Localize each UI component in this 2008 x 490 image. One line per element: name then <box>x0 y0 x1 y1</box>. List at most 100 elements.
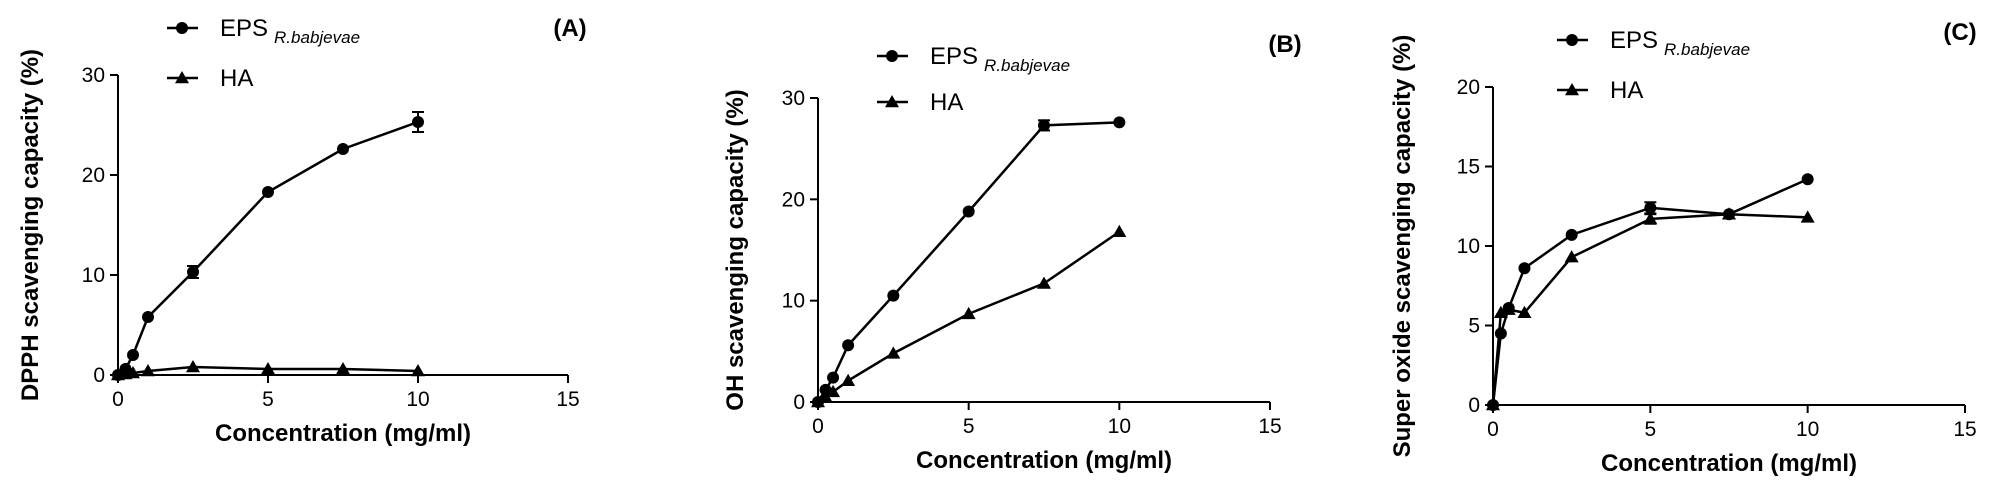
data-point <box>841 373 856 386</box>
legend-subscript: R.babjevae <box>274 28 360 47</box>
y-tick-label: 30 <box>782 87 805 110</box>
data-point <box>1565 228 1578 241</box>
data-point <box>126 366 140 379</box>
y-tick-label: 20 <box>1457 76 1480 99</box>
data-point <box>826 384 841 398</box>
y-tick-label: 10 <box>82 264 105 287</box>
data-point <box>1501 302 1516 315</box>
chart-panel-3: 0 5 10 15 0 5 10 15 20 Concentration (mg/ml) Super… <box>1389 19 1977 477</box>
data-point <box>127 349 139 361</box>
series-eps <box>1487 173 1814 411</box>
data-point <box>887 289 900 302</box>
legend-subscript: R.babjevae <box>984 56 1070 75</box>
y-tick-label: 20 <box>782 188 805 211</box>
x-tick-label: 10 <box>1108 415 1131 438</box>
data-point <box>1644 201 1657 214</box>
y-tick-label: 10 <box>1457 235 1480 258</box>
legend-marker <box>176 22 188 34</box>
x-tick-label: 0 <box>112 388 124 411</box>
legend-label: HA <box>220 65 253 92</box>
data-point <box>818 389 833 403</box>
x-tick-label: 15 <box>556 388 579 411</box>
x-axis-title: Concentration (mg/ml) <box>916 447 1172 474</box>
legend-subscript: R.babjevae <box>1664 40 1750 59</box>
legend-marker <box>1566 34 1578 46</box>
x-tick-label: 15 <box>1953 418 1976 441</box>
data-point <box>337 143 349 155</box>
panel-label: (A) <box>553 15 586 42</box>
legend-label: EPS R.babjevae <box>1610 27 1750 59</box>
series-ha <box>111 360 425 381</box>
data-point <box>1722 207 1736 220</box>
data-point <box>412 116 424 128</box>
data-point <box>886 346 901 359</box>
legend-marker <box>885 95 899 108</box>
y-tick-label: 5 <box>1468 315 1480 338</box>
y-tick-label: 20 <box>82 164 105 187</box>
y-axis-title: DPPH scavenging capacity (%) <box>17 49 44 401</box>
y-tick-label: 15 <box>1457 156 1480 179</box>
data-point <box>411 364 425 377</box>
panel-label: (C) <box>1943 19 1976 46</box>
data-point <box>336 362 350 375</box>
series-line <box>1491 212 1808 406</box>
data-point <box>1643 211 1658 225</box>
panel-label: (B) <box>1268 31 1301 58</box>
x-tick-label: 5 <box>963 415 975 438</box>
x-tick-label: 0 <box>1487 418 1499 441</box>
series-ha <box>811 224 1127 408</box>
legend-label: HA <box>930 89 963 116</box>
x-tick-label: 10 <box>406 388 429 411</box>
data-point <box>961 306 976 320</box>
data-point <box>1801 173 1814 186</box>
legend-label: HA <box>1610 77 1643 104</box>
y-axis-title: OH scavenging capacity (%) <box>722 89 749 410</box>
legend-label: EPS R.babjevae <box>220 15 360 47</box>
y-tick-label: 0 <box>1468 394 1480 417</box>
data-point <box>811 395 825 408</box>
series-line <box>117 120 419 376</box>
x-tick-label: 5 <box>1644 418 1656 441</box>
data-point <box>187 266 199 278</box>
data-point <box>261 362 275 375</box>
series-eps <box>112 111 424 381</box>
legend-marker <box>886 50 898 62</box>
data-point <box>1800 210 1815 223</box>
x-tick-label: 0 <box>812 415 824 438</box>
series-ha <box>1486 207 1815 411</box>
data-point <box>842 339 855 352</box>
x-axis-title: Concentration (mg/ml) <box>1601 450 1857 477</box>
data-point <box>962 205 975 218</box>
y-tick-label: 30 <box>82 64 105 87</box>
data-point <box>1112 224 1127 238</box>
data-point <box>141 364 155 377</box>
y-tick-label: 10 <box>782 290 805 313</box>
data-point <box>1517 305 1532 319</box>
legend-marker <box>1565 83 1579 96</box>
chart-panel-2: 0 5 10 15 0 10 20 30 Concentration (mg/ml) OH sca… <box>722 31 1302 474</box>
data-point <box>142 311 154 323</box>
x-tick-label: 10 <box>1796 418 1819 441</box>
x-tick-label: 15 <box>1258 415 1281 438</box>
data-point <box>1038 119 1050 132</box>
legend-marker <box>175 71 189 84</box>
data-point <box>827 371 840 384</box>
data-point <box>186 360 200 373</box>
data-point <box>262 186 274 198</box>
y-tick-label: 0 <box>93 364 105 387</box>
x-axis-title: Concentration (mg/ml) <box>215 420 471 447</box>
x-tick-label: 5 <box>262 388 274 411</box>
y-axis-title: Super oxide scavenging capacity (%) <box>1389 35 1416 458</box>
data-point <box>1037 276 1051 289</box>
chart-panel-1: 0 5 10 15 0 10 20 30 Concentration (mg/ml) DPPH s… <box>17 15 587 447</box>
legend-label: EPS R.babjevae <box>930 43 1070 75</box>
series-eps <box>812 116 1126 408</box>
data-point <box>1113 116 1126 129</box>
y-tick-label: 0 <box>793 391 805 414</box>
data-point <box>1486 398 1500 411</box>
data-point <box>1518 262 1531 275</box>
data-point <box>1564 250 1579 263</box>
data-point <box>1494 327 1507 340</box>
data-point <box>1493 305 1508 319</box>
